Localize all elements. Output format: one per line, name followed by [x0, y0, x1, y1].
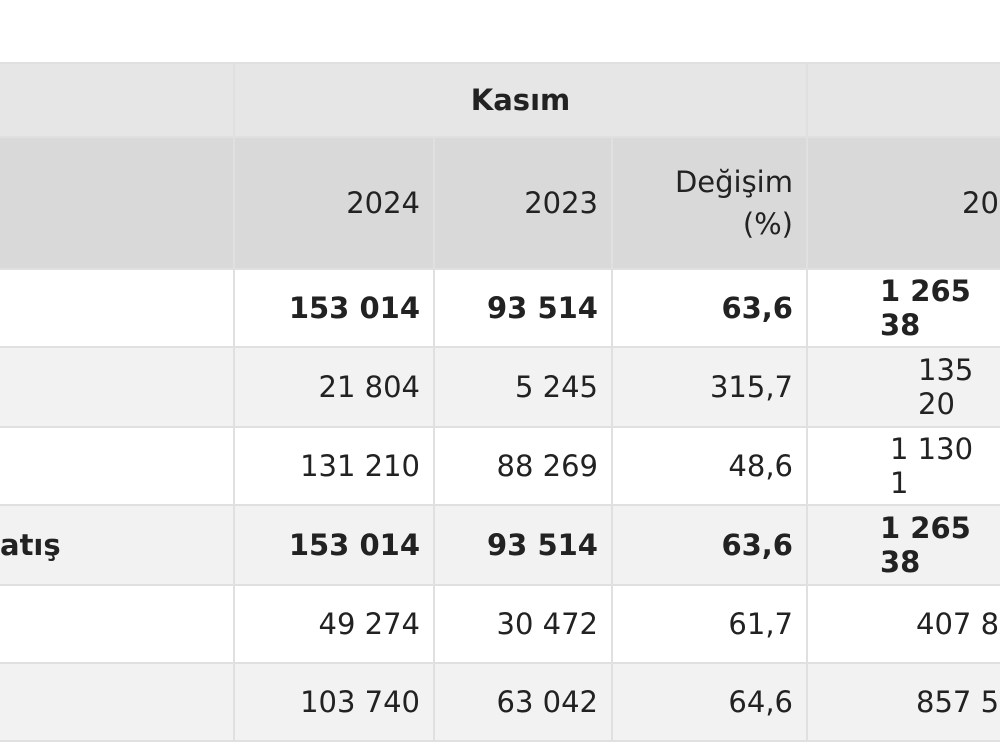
data-cell: 63,6: [613, 506, 808, 586]
row-label: [0, 348, 235, 428]
data-cell: 857 5: [808, 664, 1000, 742]
data-cell: 1 265 38: [808, 506, 1000, 586]
column-header: 20: [808, 138, 1000, 270]
data-cell: 63 042: [435, 664, 613, 742]
data-cell: 1 130 1: [808, 428, 1000, 506]
cell-text: 2023: [524, 185, 598, 220]
data-cell: 63,6: [613, 270, 808, 348]
data-cell: 61,7: [613, 586, 808, 664]
cell-text: 315,7: [709, 370, 793, 404]
cell-text: 93 514: [487, 528, 598, 562]
cell-text: 49 274: [318, 607, 420, 641]
cell-text: Değişim (%): [674, 164, 793, 241]
cell-text: 5 245: [514, 370, 598, 404]
row-label: atış: [0, 506, 235, 586]
row-label: [0, 270, 235, 348]
data-cell: 103 740: [235, 664, 435, 742]
header-blank: [0, 62, 235, 138]
cell-text: atış: [0, 528, 61, 562]
column-header: Değişim (%): [613, 138, 808, 270]
row-label: [0, 586, 235, 664]
data-cell: 93 514: [435, 506, 613, 586]
data-cell: 407 8: [808, 586, 1000, 664]
cell-text: 63,6: [721, 528, 793, 562]
cell-text: 30 472: [496, 607, 598, 641]
column-header: 2024: [235, 138, 435, 270]
cell-text: 103 740: [300, 685, 420, 719]
data-cell: 49 274: [235, 586, 435, 664]
cell-text: 63 042: [496, 685, 598, 719]
data-cell: 21 804: [235, 348, 435, 428]
cell-text: 64,6: [728, 685, 793, 719]
cell-text: 1 130 1: [890, 432, 974, 500]
data-cell: 153 014: [235, 270, 435, 348]
cell-text: 61,7: [728, 607, 793, 641]
cell-text: 153 014: [288, 528, 420, 562]
cell-text: Kasım: [470, 83, 571, 117]
header-blank: [808, 62, 1000, 138]
cell-text: 63,6: [721, 291, 793, 325]
data-cell: 88 269: [435, 428, 613, 506]
column-header: 2023: [435, 138, 613, 270]
cell-text: 153 014: [288, 291, 420, 325]
header-blank: [0, 138, 235, 270]
row-label: [0, 428, 235, 506]
cell-text: 88 269: [496, 449, 598, 483]
cell-text: 857 5: [916, 685, 1000, 719]
cell-text: 21 804: [318, 370, 420, 404]
cell-text: 407 8: [916, 607, 1000, 641]
data-cell: 93 514: [435, 270, 613, 348]
data-cell: 153 014: [235, 506, 435, 586]
cell-text: 20: [962, 186, 999, 220]
data-cell: 5 245: [435, 348, 613, 428]
data-cell: 131 210: [235, 428, 435, 506]
group-header: Kasım: [235, 62, 808, 138]
cell-text: 48,6: [728, 449, 793, 483]
cell-text: 135 20: [918, 353, 974, 421]
data-cell: 64,6: [613, 664, 808, 742]
data-cell: 1 265 38: [808, 270, 1000, 348]
cell-text: 1 265 38: [880, 274, 971, 342]
cell-text: 93 514: [487, 291, 598, 325]
data-cell: 30 472: [435, 586, 613, 664]
data-cell: 315,7: [613, 348, 808, 428]
cell-text: 131 210: [300, 449, 420, 483]
cell-text: 2024: [346, 185, 420, 220]
data-cell: 135 20: [808, 348, 1000, 428]
row-label: [0, 664, 235, 742]
data-cell: 48,6: [613, 428, 808, 506]
cell-text: 1 265 38: [880, 511, 971, 579]
